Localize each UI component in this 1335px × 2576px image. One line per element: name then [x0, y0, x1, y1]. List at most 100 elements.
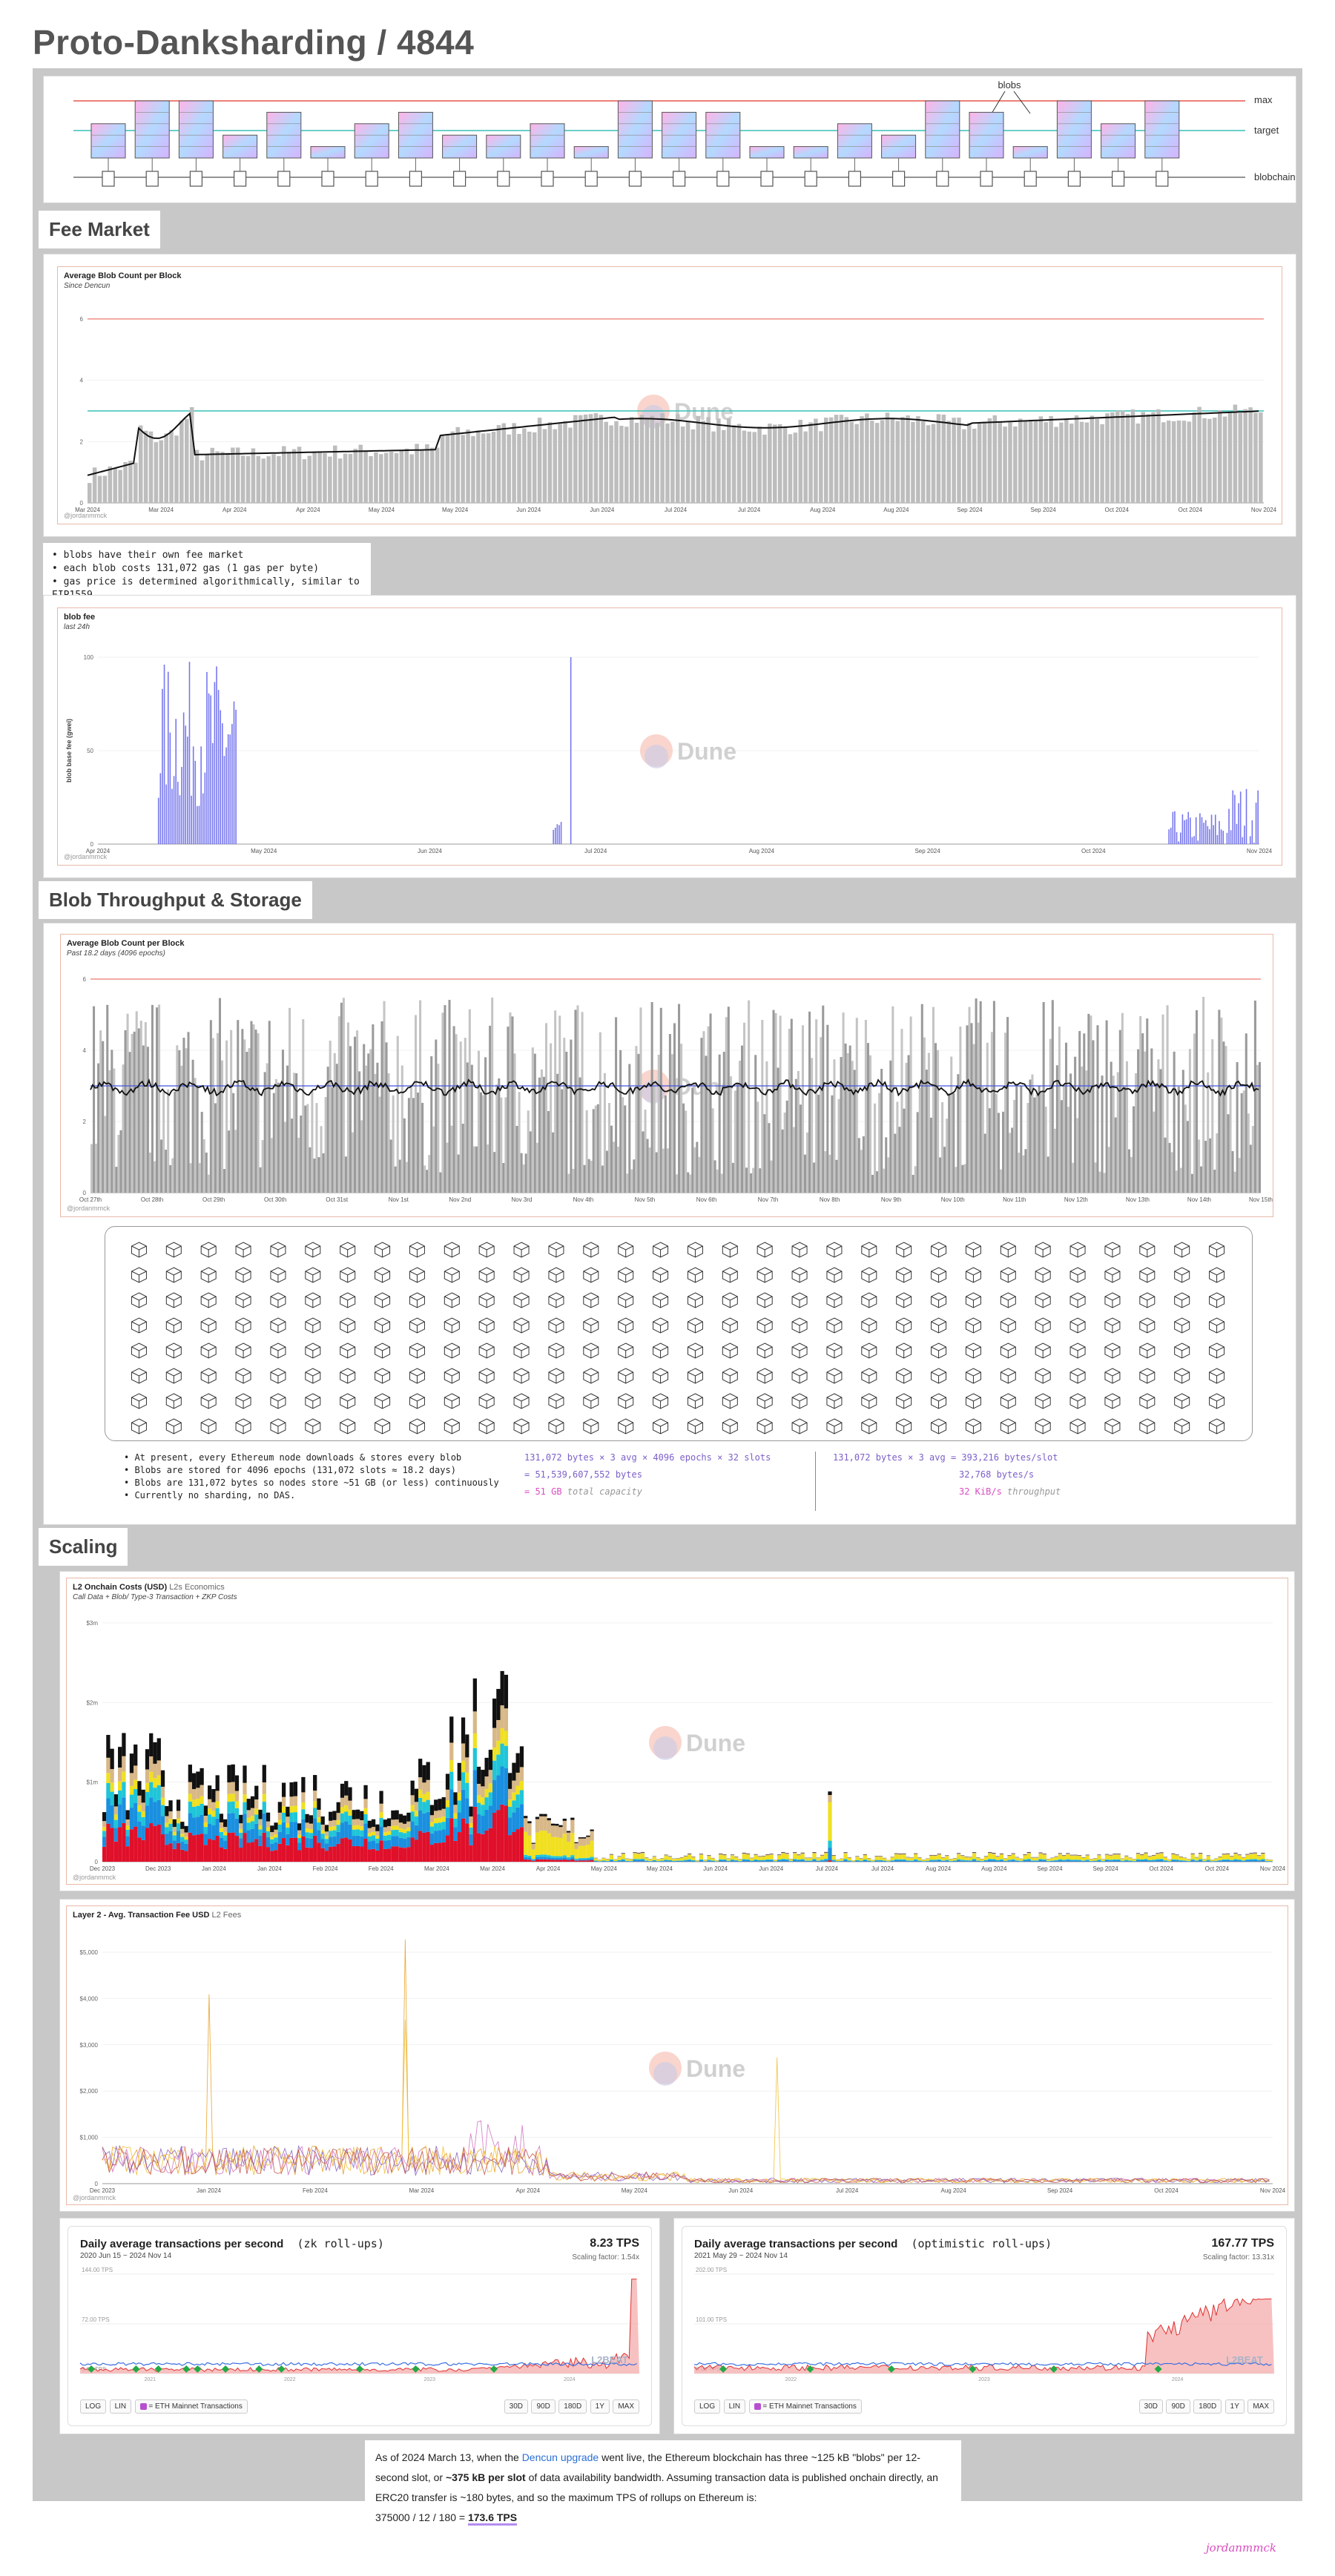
bar	[1148, 1087, 1151, 1193]
stacked-bar-segment	[750, 1858, 754, 1861]
range-180d-button[interactable]: 180D	[1193, 2399, 1222, 2414]
stacked-bar-segment	[812, 1853, 817, 1859]
stacked-bar-segment	[968, 1857, 972, 1858]
stacked-bar-segment	[367, 1849, 372, 1862]
stacked-bar-segment	[676, 1858, 680, 1861]
stacked-bar-segment	[1167, 1859, 1172, 1862]
bar	[435, 1039, 438, 1193]
stacked-bar-segment	[1073, 1855, 1078, 1857]
stacked-bar-segment	[254, 1808, 259, 1815]
bar	[848, 1045, 851, 1193]
stacked-bar-segment	[788, 1861, 794, 1862]
stacked-bar-segment	[550, 1859, 556, 1862]
bar	[788, 1029, 791, 1193]
range-180d-button[interactable]: 180D	[558, 2399, 587, 2414]
chart-title: Average Blob Count per Block	[67, 939, 185, 948]
lin-scale-button[interactable]: LIN	[109, 2399, 132, 2414]
bar	[811, 1058, 814, 1193]
chart-title: Average Blob Count per Block	[64, 271, 182, 280]
stacked-bar-segment	[777, 1855, 782, 1860]
stacked-bar-segment	[188, 1765, 192, 1782]
range-30d-button[interactable]: 30D	[1138, 2399, 1164, 2414]
legend-label: = ETH Mainnet Transactions	[148, 2402, 243, 2411]
bar	[626, 1173, 629, 1193]
stacked-bar-segment	[289, 1837, 294, 1862]
bar	[1121, 1012, 1124, 1193]
bar	[437, 1064, 440, 1193]
fee-spike	[185, 725, 187, 844]
block-icon	[1024, 171, 1037, 187]
stacked-bar-segment	[1109, 1856, 1113, 1860]
log-scale-button[interactable]: LOG	[694, 2399, 721, 2414]
stacked-bar-segment	[329, 1837, 333, 1847]
stacked-bar-segment	[1093, 1858, 1098, 1861]
fee-spike	[1193, 836, 1195, 844]
stacked-bar-segment	[332, 1836, 337, 1847]
stacked-bar-segment	[386, 1848, 392, 1862]
dencun-upgrade-link[interactable]: Dencun upgrade	[521, 2451, 599, 2463]
stacked-bar-segment	[558, 1825, 563, 1828]
bar	[257, 1033, 260, 1193]
x-tick-label: Jan 2024	[202, 1865, 226, 1872]
stacked-bar-segment	[403, 1823, 407, 1830]
stacked-bar-segment	[176, 1831, 181, 1843]
stacked-bar-segment	[586, 1859, 590, 1861]
stacked-bar-segment	[964, 1857, 969, 1860]
bar	[511, 1016, 514, 1193]
stacked-bar-segment	[781, 1851, 785, 1853]
bar	[332, 445, 337, 503]
bar	[440, 435, 445, 503]
x-tick-label: Nov 2024	[1260, 1865, 1286, 1872]
bar	[925, 1070, 928, 1193]
bar	[389, 1139, 392, 1193]
dune-watermark: Dune	[677, 738, 736, 765]
stacked-bar-segment	[274, 1850, 278, 1862]
range-1y-button[interactable]: 1Y	[1224, 2399, 1245, 2414]
stacked-bar-segment	[360, 1826, 364, 1831]
stacked-bar-segment	[324, 1843, 329, 1851]
stacked-bar-segment	[472, 1806, 477, 1862]
bar	[1168, 1142, 1171, 1193]
bar	[1166, 1005, 1169, 1193]
stacked-bar-segment	[1050, 1860, 1055, 1862]
stacked-bar-segment	[1230, 1859, 1234, 1861]
stacked-bar-segment	[894, 1854, 899, 1859]
lin-scale-button[interactable]: LIN	[723, 2399, 746, 2414]
bar	[1248, 407, 1253, 503]
dune-logo-icon	[653, 2062, 677, 2086]
stacked-bar-segment	[113, 1794, 119, 1807]
range-1y-button[interactable]: 1Y	[590, 2399, 610, 2414]
stacked-bar-segment	[375, 1835, 380, 1839]
chart-credit: @jordanmmck	[64, 512, 108, 519]
stacked-bar-segment	[403, 1848, 407, 1862]
event-marker-icon	[719, 2365, 728, 2373]
bar	[174, 435, 179, 503]
bar	[333, 1053, 336, 1193]
range-30d-button[interactable]: 30D	[504, 2399, 529, 2414]
stacked-bar-segment	[277, 1802, 282, 1813]
range-90d-button[interactable]: 90D	[1166, 2399, 1190, 2414]
x-tick-label: Apr 2024	[222, 507, 247, 513]
stacked-bar-segment	[234, 1801, 240, 1808]
eth-mainnet-toggle[interactable]: = ETH Mainnet Transactions	[748, 2399, 862, 2414]
bar	[599, 415, 604, 503]
stacked-bar-segment	[118, 1804, 122, 1828]
range-90d-button[interactable]: 90D	[531, 2399, 556, 2414]
bar	[1253, 1001, 1256, 1193]
range-max-button[interactable]: MAX	[613, 2399, 639, 2414]
bar	[670, 1054, 673, 1193]
stacked-bar-segment	[1261, 1852, 1265, 1854]
x-tick-label: Aug 2024	[926, 1865, 952, 1872]
stacked-bar-segment	[937, 1854, 941, 1859]
log-scale-button[interactable]: LOG	[80, 2399, 107, 2414]
fee-spike	[1234, 794, 1236, 844]
stacked-bar-segment	[410, 1837, 415, 1862]
eth-mainnet-toggle[interactable]: = ETH Mainnet Transactions	[134, 2399, 248, 2414]
bar	[134, 462, 138, 503]
range-max-button[interactable]: MAX	[1247, 2399, 1274, 2414]
bar	[1161, 1014, 1164, 1193]
fee-spike	[1172, 811, 1174, 844]
stacked-bar-segment	[863, 1859, 867, 1860]
stacked-bar-segment	[1140, 1854, 1144, 1856]
stacked-bar-segment	[1035, 1860, 1039, 1862]
